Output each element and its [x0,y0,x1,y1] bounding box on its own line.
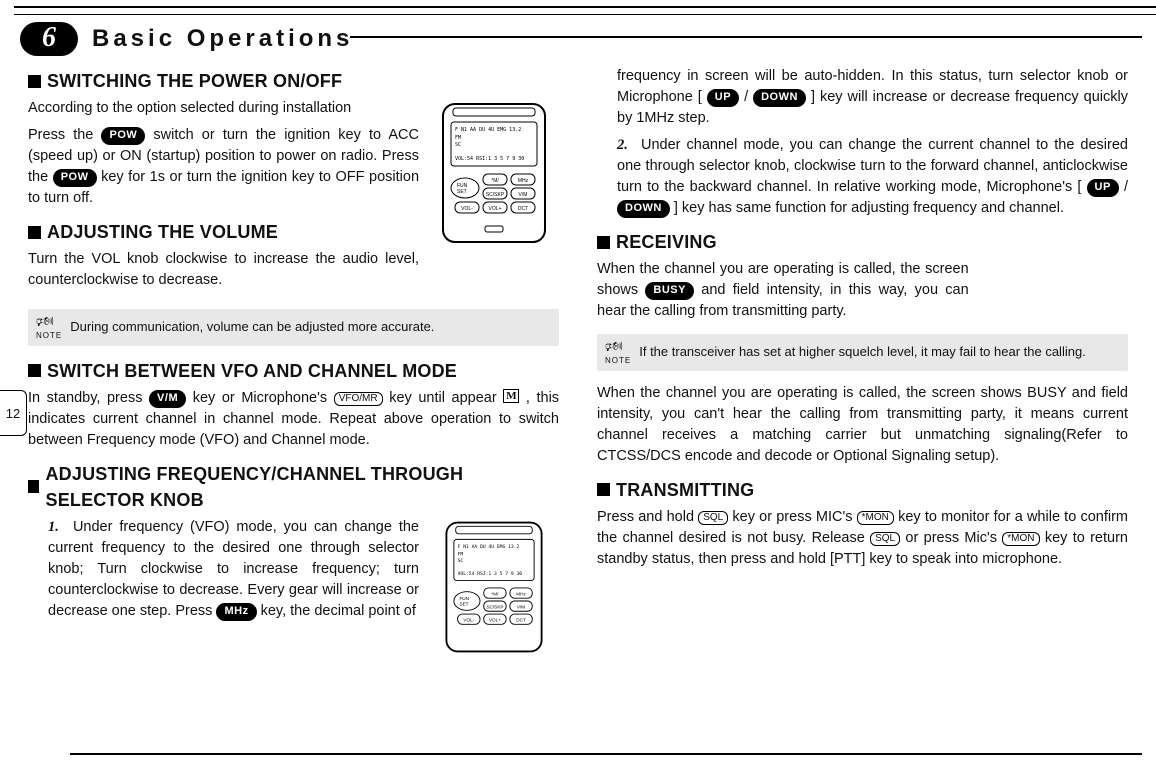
body-text: When the channel you are operating is ca… [597,383,1128,467]
text-fragment: In standby, press [28,390,149,406]
svg-text:SET: SET [457,189,467,195]
svg-text:FUN: FUN [459,596,469,601]
svg-text:VOL-: VOL- [463,618,474,623]
note-box: 🕬 NOTE If the transceiver has set at hig… [597,334,1128,370]
section-title: TRANSMITTING [616,477,754,503]
pow-key-pill: POW [101,127,145,145]
note-label: NOTE [36,330,62,342]
text-fragment: key or Microphone's [193,390,334,406]
square-bullet-icon [28,226,41,239]
list-number: 1. [48,517,66,538]
mon-key: *MON [1002,532,1039,546]
section-power-header: SWITCHING THE POWER ON/OFF [28,68,559,94]
svg-text:VOL+: VOL+ [489,206,502,212]
svg-text:V/M: V/M [519,192,528,198]
body-text: frequency in screen will be auto-hidden.… [597,66,1128,129]
svg-text:FM: FM [458,551,464,557]
vm-key-pill: V/M [149,390,186,408]
vfo-mr-key: VFO/MR [334,392,383,406]
m-chip-icon [503,389,519,403]
text-fragment: Under channel mode, you can change the c… [617,137,1128,195]
sql-key: SQL [870,532,900,546]
lcd-line: F N1 AA DU 4U EMG 13.2 [455,127,521,133]
section-receiving-header: RECEIVING [597,229,1128,255]
square-bullet-icon [28,364,41,377]
mon-key: *MON [857,511,894,525]
chapter-title: Basic Operations [92,25,353,53]
svg-text:F N1 AA DU 4U EMG 13.2: F N1 AA DU 4U EMG 13.2 [458,544,520,550]
svg-text:SC: SC [455,142,461,148]
text-fragment: key, the decimal point of [261,603,416,619]
text-fragment: Press the [28,127,101,143]
chapter-rule [350,36,1142,38]
section-title: SWITCHING THE POWER ON/OFF [47,68,342,94]
text-fragment: Press and hold [597,509,698,525]
svg-text:VOL+: VOL+ [489,618,501,623]
svg-text:SC/SKP: SC/SKP [486,605,503,610]
note-icon: 🕬 NOTE [36,313,62,341]
body-text: In standby, press V/M key or Microphone'… [28,388,559,451]
section-title: RECEIVING [616,229,717,255]
text-fragment: key until appear [389,390,503,406]
text-fragment: / [744,89,753,105]
chapter-number-chip: 6 [20,22,78,56]
down-key-pill: DOWN [617,200,670,218]
left-column: SWITCHING THE POWER ON/OFF F N1 AA DU 4U… [28,66,559,737]
note-icon: 🕬 NOTE [605,338,631,366]
note-text: If the transceiver has set at higher squ… [639,343,1086,362]
note-text: During communication, volume can be adju… [70,318,434,337]
busy-pill: BUSY [645,282,694,300]
text-fragment: / [1124,179,1128,195]
section-vfo-header: SWITCH BETWEEN VFO AND CHANNEL MODE [28,358,559,384]
section-title: SWITCH BETWEEN VFO AND CHANNEL MODE [47,358,457,384]
list-item: 2. Under channel mode, you can change th… [597,135,1128,219]
note-label: NOTE [605,355,631,367]
svg-text:VOL-: VOL- [461,206,473,212]
pow-key-pill: POW [53,169,97,187]
list-number: 2. [617,135,635,156]
content-columns: SWITCHING THE POWER ON/OFF F N1 AA DU 4U… [28,66,1128,737]
body-text: Press and hold SQL key or press MIC's *M… [597,507,1128,570]
square-bullet-icon [28,75,41,88]
page-number-tab: 12 [0,390,27,436]
svg-text:*M/: *M/ [491,591,499,596]
up-key-pill: UP [707,89,739,107]
text-fragment: key or press MIC's [732,509,856,525]
body-text: Turn the VOL knob clockwise to increase … [28,249,559,291]
text-fragment: or press Mic's [905,530,1002,546]
radio-illustration: F N1 AA DU 4U EMG 13.2 FM SC VOL:54 RSI:… [429,98,559,248]
up-key-pill: UP [1087,179,1119,197]
svg-text:*M/: *M/ [491,178,499,184]
mhz-key-pill: MHz [216,603,256,621]
svg-text:MHz: MHz [518,178,529,184]
sql-key: SQL [698,511,728,525]
text-fragment: ] key has same function for adjusting fr… [674,200,1064,216]
section-title: ADJUSTING FREQUENCY/CHANNEL THROUGH SELE… [45,461,559,513]
svg-text:DCT: DCT [518,206,528,212]
svg-text:VOL:54 RSI:1 3 5 7 9 30: VOL:54 RSI:1 3 5 7 9 30 [458,571,523,577]
svg-text:V/M: V/M [517,605,525,610]
right-column: frequency in screen will be auto-hidden.… [597,66,1128,737]
note-box: 🕬 NOTE During communication, volume can … [28,309,559,345]
svg-text:SET: SET [459,602,468,607]
section-transmitting-header: TRANSMITTING [597,477,1128,503]
svg-text:VOL:54 RSI:1 3 5 7 9 30: VOL:54 RSI:1 3 5 7 9 30 [455,156,524,162]
svg-text:FM: FM [455,135,461,141]
section-volume-header: ADJUSTING THE VOLUME [28,219,419,245]
down-key-pill: DOWN [753,89,806,107]
square-bullet-icon [28,480,39,493]
svg-text:DCT: DCT [516,618,526,623]
chapter-header: 6 Basic Operations [20,22,353,56]
svg-text:SC/SKP: SC/SKP [486,192,505,198]
square-bullet-icon [597,236,610,249]
svg-text:SC: SC [458,558,464,564]
square-bullet-icon [597,483,610,496]
page-top-rule [14,6,1156,15]
section-title: ADJUSTING THE VOLUME [47,219,278,245]
body-text: When the channel you are operating is ca… [597,259,969,322]
radio-illustration: F N1 AA DU 4U EMG 13.2 FM SC VOL:54 RSI:… [429,517,559,657]
section-selector-header: ADJUSTING FREQUENCY/CHANNEL THROUGH SELE… [28,461,559,513]
svg-text:MHz: MHz [516,591,526,596]
page-bottom-rule [70,753,1142,755]
